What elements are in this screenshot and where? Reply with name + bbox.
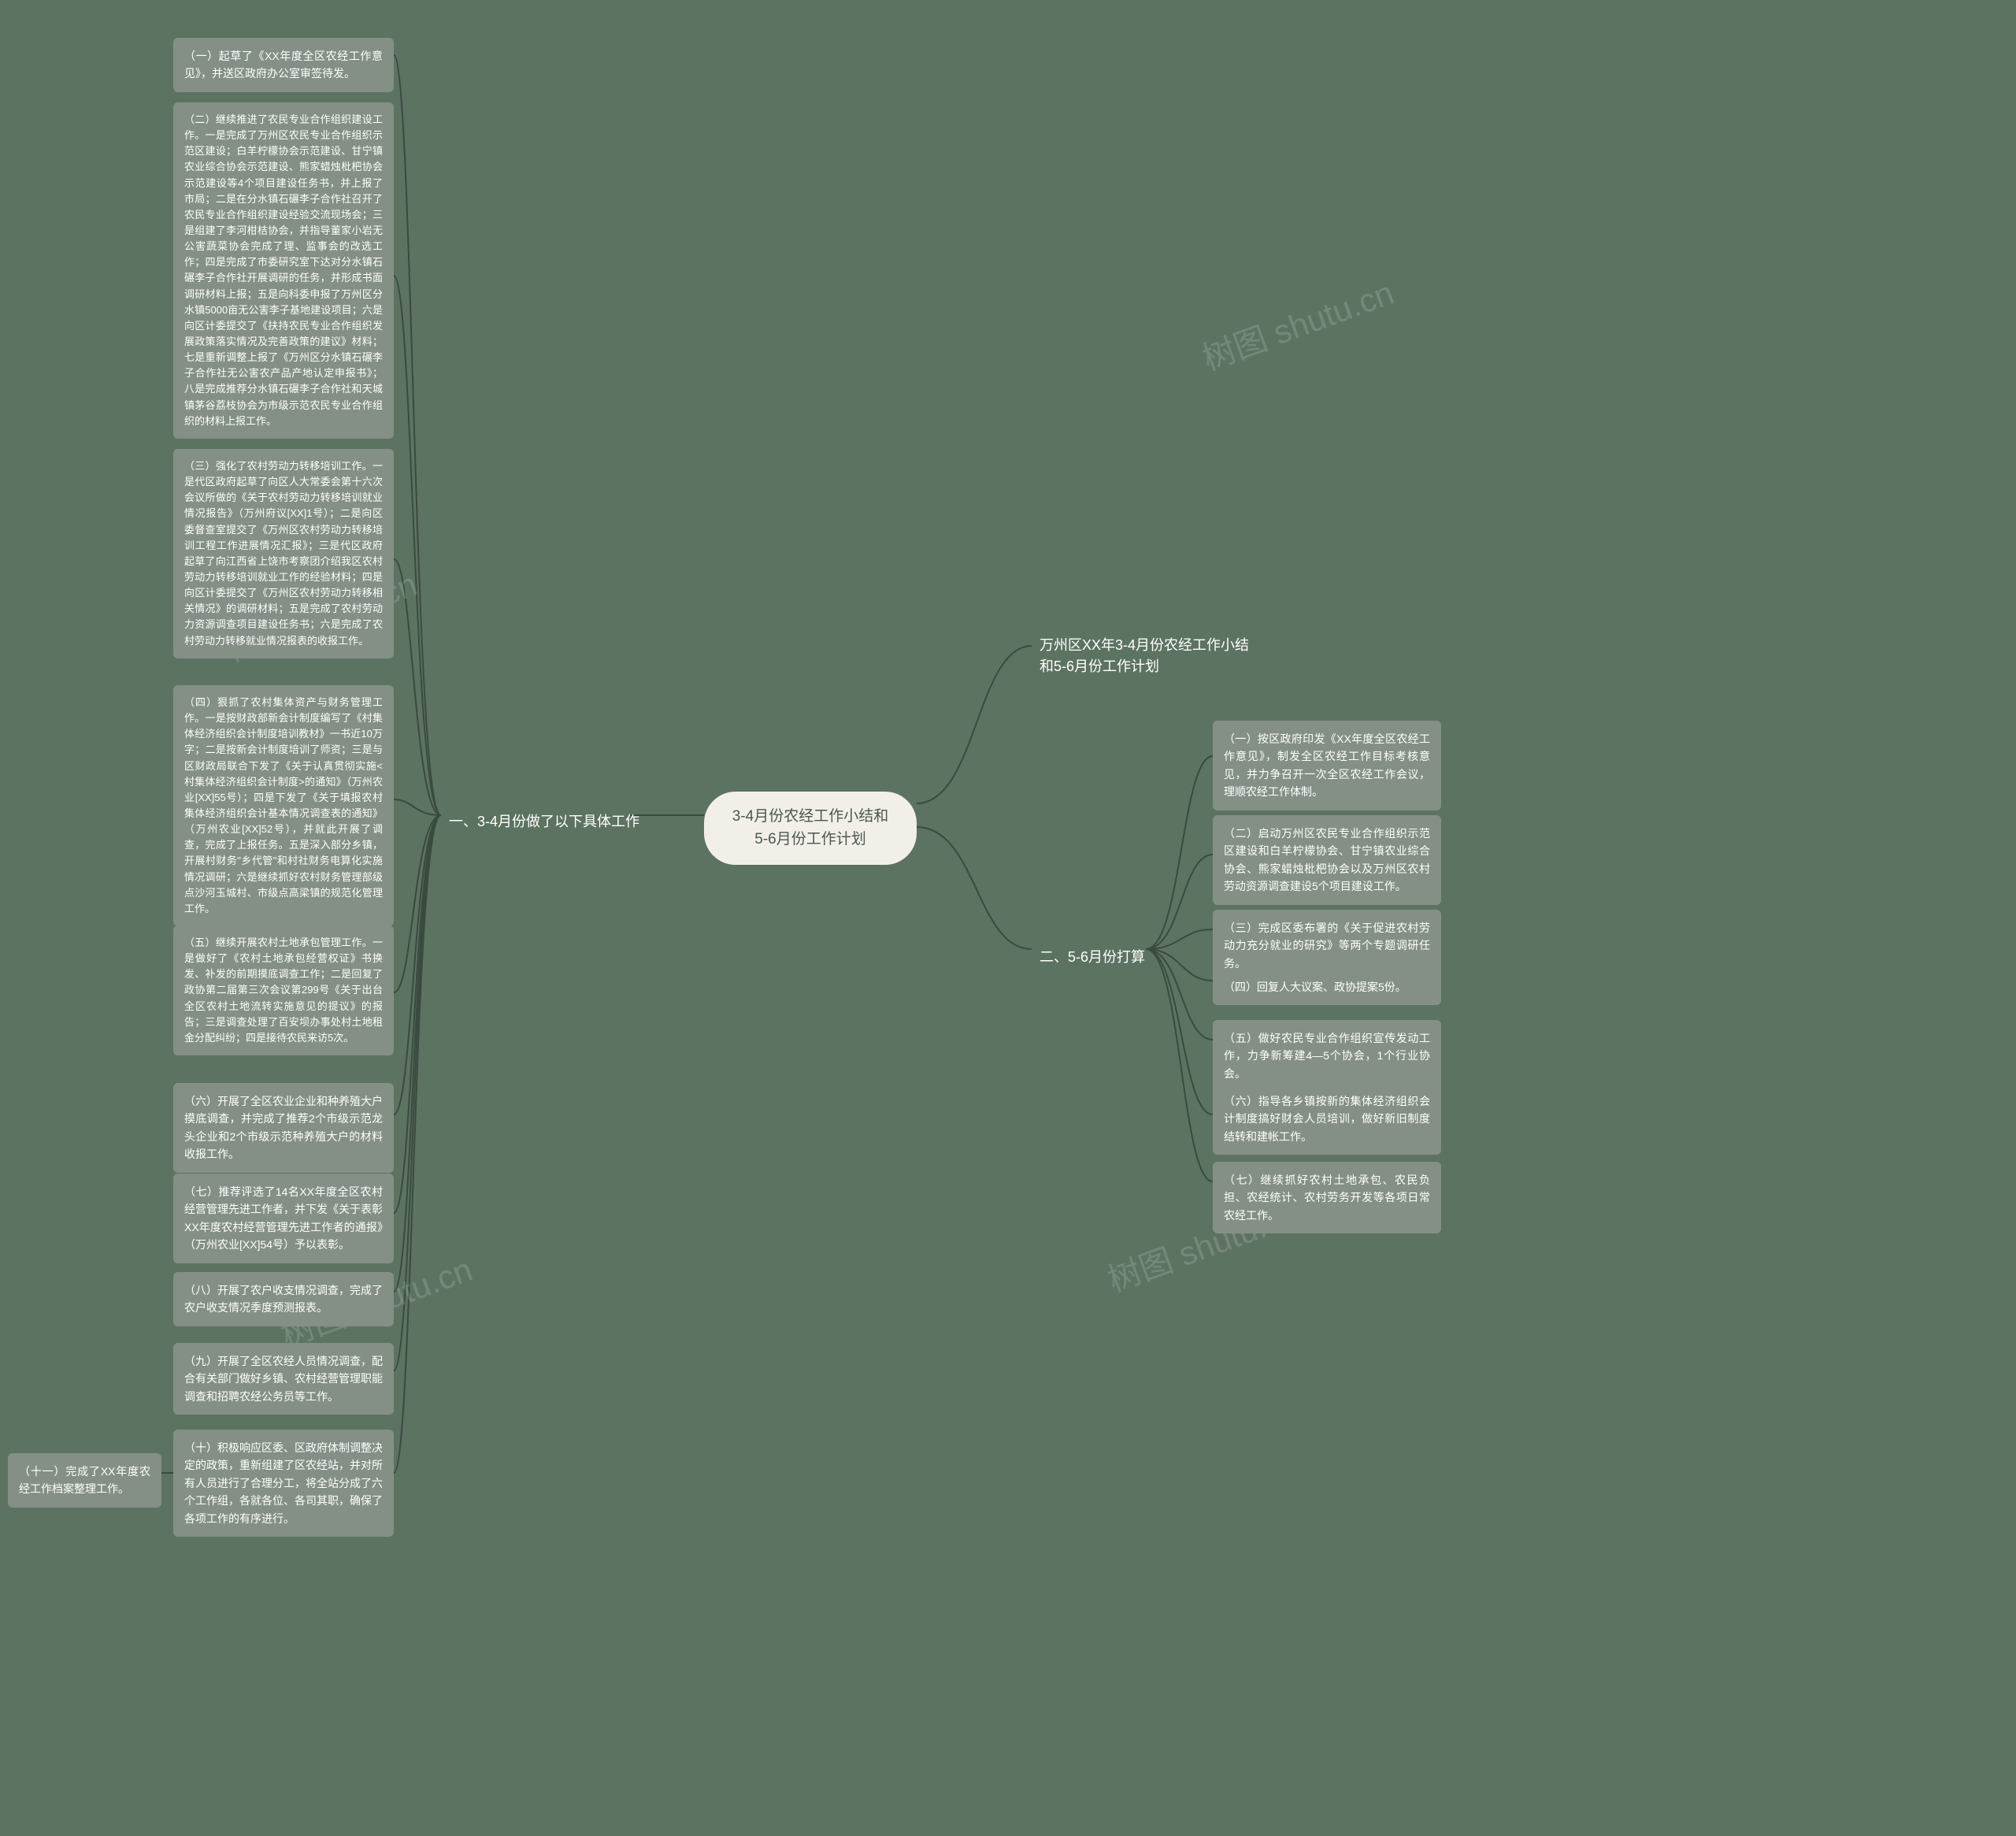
right-item-2: （二）启动万州区农民专业合作组织示范区建设和白羊柠檬协会、甘宁镇农业综合协会、熊…	[1213, 815, 1441, 905]
right-item-5: （五）做好农民专业合作组织宣传发动工作，力争新筹建4—5个协会，1个行业协会。	[1213, 1020, 1441, 1092]
right-item-7: （七）继续抓好农村土地承包、农民负担、农经统计、农村劳务开发等各项日常农经工作。	[1213, 1162, 1441, 1233]
left-item-11: （十一）完成了XX年度农经工作档案整理工作。	[8, 1453, 161, 1508]
central-node: 3-4月份农经工作小结和5-6月份工作计划	[704, 792, 917, 865]
right-item-4: （四）回复人大议案、政协提案5份。	[1213, 969, 1441, 1005]
right-item-1: （一）按区政府印发《XX年度全区农经工作意见》，制发全区农经工作目标考核意见，并…	[1213, 721, 1441, 810]
left-item-8: （八）开展了农户收支情况调查，完成了农户收支情况季度预测报表。	[173, 1272, 394, 1326]
section-left: 一、3-4月份做了以下具体工作	[441, 806, 647, 836]
watermark: 树图 shutu.cn	[1195, 266, 1399, 380]
left-item-2: （二）继续推进了农民专业合作组织建设工作。一是完成了万州区农民专业合作组织示范区…	[173, 102, 394, 439]
left-item-6: （六）开展了全区农业企业和种养殖大户摸底调查，并完成了推荐2个市级示范龙头企业和…	[173, 1083, 394, 1173]
left-item-1: （一）起草了《XX年度全区农经工作意见》，并送区政府办公室审签待发。	[173, 38, 394, 92]
section-right-top: 万州区XX年3-4月份农经工作小结和5-6月份工作计划	[1032, 630, 1260, 682]
section-right-bottom: 二、5-6月份打算	[1032, 941, 1153, 971]
left-item-5: （五）继续开展农村土地承包管理工作。一是做好了《农村土地承包经营权证》书换发、补…	[173, 925, 394, 1055]
right-item-6: （六）指导各乡镇按新的集体经济组织会计制度搞好财会人员培训，做好新旧制度结转和建…	[1213, 1083, 1441, 1155]
left-item-9: （九）开展了全区农经人员情况调查，配合有关部门做好乡镇、农村经营管理职能调查和招…	[173, 1343, 394, 1415]
left-item-3: （三）强化了农村劳动力转移培训工作。一是代区政府起草了向区人大常委会第十六次会议…	[173, 449, 394, 658]
left-item-10: （十）积极响应区委、区政府体制调整决定的政策，重新组建了区农经站，并对所有人员进…	[173, 1430, 394, 1537]
left-item-7: （七）推荐评选了14名XX年度全区农村经营管理先进工作者，并下发《关于表彰XX年…	[173, 1174, 394, 1263]
left-item-4: （四）狠抓了农村集体资产与财务管理工作。一是按财政部新会计制度编写了《村集体经济…	[173, 685, 394, 926]
